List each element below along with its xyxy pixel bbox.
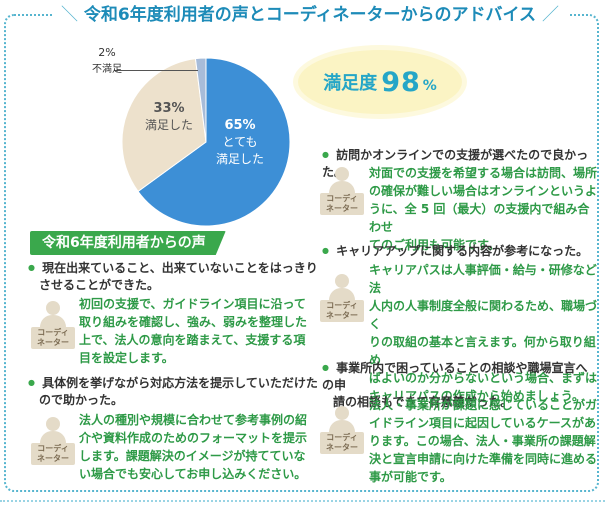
page-title-text: 令和6年度利用者の声とコーディネーターからのアドバイス xyxy=(83,5,537,25)
pie-slice-1 xyxy=(137,57,291,227)
right-question-2-line-1: キャリアアップに関する内容が参考になった。 xyxy=(336,244,589,258)
pie-label-65-pct: 65% xyxy=(224,118,256,133)
pie-slice-3 xyxy=(194,57,207,143)
satisfaction-label: 満足度 xyxy=(323,73,378,94)
left-question-2: 具体例を挙げながら対応方法を提示していただけた ので助かった。 xyxy=(28,374,318,409)
voices-heading: 令和6年度利用者からの声 xyxy=(30,231,226,255)
right-answer-1-line-2: の確保が難しい場合はオンラインというよ xyxy=(369,184,598,198)
pie-label-2: 2% 不満足 xyxy=(92,44,122,78)
left-question-1-line-1: 現在出来ていること、出来ていないことをはっきり xyxy=(42,261,318,275)
left-answer-1: 初回の支援で、ガイドライン項目に沿って 取り組みを確認し、強み、弱みを整理した … xyxy=(79,295,319,367)
left-question-1-line-2: させることができた。 xyxy=(39,278,160,292)
coordinator-tag-line-1: コーディ xyxy=(326,194,358,203)
left-answer-2-line-4: い場合でも安心してお申し込みください。 xyxy=(79,467,307,481)
coordinator-avatar-left-1: コーディ ネーター xyxy=(30,301,76,349)
right-answer-3-line-5: 事が可能です。 xyxy=(369,470,452,484)
coordinator-avatar-right-2: コーディ ネーター xyxy=(319,274,365,322)
left-answer-1-line-3: 上で、法人の意向を踏まえて、支援する項 xyxy=(79,333,306,347)
pie-slice-2 xyxy=(121,58,207,193)
right-answer-3-line-2: イドライン項目に起因しているケースがあ xyxy=(369,416,597,430)
pie-label-65: 65% とても 満足した xyxy=(216,117,264,168)
coordinator-tag: コーディ ネーター xyxy=(320,300,364,322)
left-question-1: 現在出来ていること、出来ていないことをはっきり させることができた。 xyxy=(28,259,318,294)
right-question-3-line-2: 請の相談もできて有意義だった。 xyxy=(333,395,513,409)
pie-label-65-caption-1: とても xyxy=(222,135,258,149)
coordinator-icon xyxy=(30,417,76,445)
right-answer-2-line-1: キャリアパスは人事評価・給与・研修など法 xyxy=(369,263,597,295)
coordinator-tag-line-1: コーディ xyxy=(326,433,358,442)
left-answer-1-line-4: 目を設定します。 xyxy=(79,351,174,365)
coordinator-tag-line-2: ネーター xyxy=(326,311,358,320)
pie-label-2-caption: 不満足 xyxy=(92,64,122,75)
coordinator-tag-line-1: コーディ xyxy=(37,444,69,453)
right-question-3-line-1: 事業所内で困っていることの相談や職場宣言への申 xyxy=(322,361,588,392)
right-answer-3-line-3: ります。この場合、法人・事業所の課題解 xyxy=(369,434,596,448)
coordinator-avatar-left-2: コーディ ネーター xyxy=(30,417,76,465)
title-slash-left: ＼ xyxy=(61,5,78,25)
bottom-dotted-line xyxy=(0,500,605,502)
satisfaction-value: 98 xyxy=(381,66,421,98)
coordinator-icon xyxy=(319,274,365,302)
coordinator-icon xyxy=(319,406,365,434)
left-answer-2-line-3: します。課題解決のイメージが持てていな xyxy=(79,449,306,463)
pie-label-65-caption-2: 満足した xyxy=(216,152,265,166)
left-question-2-line-1: 具体例を挙げながら対応方法を提示していただけた xyxy=(42,376,318,390)
coordinator-avatar-right-1: コーディ ネーター xyxy=(319,167,365,215)
left-question-2-line-2: ので助かった。 xyxy=(39,393,124,407)
pie-label-33: 33% 満足した xyxy=(145,100,193,134)
coordinator-tag: コーディ ネーター xyxy=(320,193,364,215)
right-question-3: 事業所内で困っていることの相談や職場宣言への申 請の相談もできて有意義だった。 xyxy=(322,359,598,411)
coordinator-icon xyxy=(30,301,76,329)
right-answer-1-line-3: うに、全 5 回（最大）の支援内で組み合わせ xyxy=(369,202,590,234)
pie-label-33-caption: 満足した xyxy=(145,118,194,132)
coordinator-tag-line-1: コーディ xyxy=(326,301,358,310)
right-question-2: キャリアアップに関する内容が参考になった。 xyxy=(322,242,598,260)
title-slash-right: ／ xyxy=(541,5,559,25)
coordinator-tag: コーディ ネーター xyxy=(320,432,364,454)
left-answer-2-line-2: 介や資料作成のためのフォーマットを提示 xyxy=(79,431,308,445)
right-answer-3-line-4: 決と宣言申請に向けた準備を同時に進める xyxy=(369,452,598,466)
right-answer-1-line-1: 対面での支援を希望する場合は訪問、場所 xyxy=(369,166,598,180)
page-title: ＼ 令和6年度利用者の声とコーディネーターからのアドバイス ／ xyxy=(52,3,568,27)
coordinator-tag-line-2: ネーター xyxy=(37,454,69,463)
right-answer-3-line-1: 法人・事業所が課題に感じていることがガ xyxy=(369,398,598,412)
left-answer-2: 法人の種別や規模に合わせて参考事例の紹 介や資料作成のためのフォーマットを提示 … xyxy=(79,411,319,483)
right-answer-1: 対面での支援を希望する場合は訪問、場所 の確保が難しい場合はオンラインというよ … xyxy=(369,164,601,254)
coordinator-tag-line-2: ネーター xyxy=(326,204,358,213)
coordinator-avatar-right-3: コーディ ネーター xyxy=(319,406,365,454)
left-answer-1-line-1: 初回の支援で、ガイドライン項目に沿って xyxy=(79,297,306,311)
pie-chart xyxy=(118,54,294,230)
pie-label-33-pct: 33% xyxy=(153,101,185,116)
pie-leader-line xyxy=(114,70,198,71)
left-answer-1-line-2: 取り組みを確認し、強み、弱みを整理した xyxy=(79,315,308,329)
right-answer-3: 法人・事業所が課題に感じていることがガ イドライン項目に起因しているケースがあ … xyxy=(369,396,601,486)
coordinator-tag-line-2: ネーター xyxy=(326,443,358,452)
coordinator-tag: コーディ ネーター xyxy=(31,443,75,465)
coordinator-icon xyxy=(319,167,365,195)
pie-svg xyxy=(121,57,291,227)
satisfaction-badge: 満足度 98 % xyxy=(298,50,462,114)
coordinator-tag: コーディ ネーター xyxy=(31,327,75,349)
coordinator-tag-line-2: ネーター xyxy=(37,338,69,347)
pie-label-2-pct: 2% xyxy=(98,46,116,59)
left-answer-2-line-1: 法人の種別や規模に合わせて参考事例の紹 xyxy=(79,413,308,427)
satisfaction-unit: % xyxy=(422,78,437,94)
coordinator-tag-line-1: コーディ xyxy=(37,328,69,337)
right-answer-2-line-2: 人内の人事制度全般に関わるため、職場づく xyxy=(369,299,598,331)
